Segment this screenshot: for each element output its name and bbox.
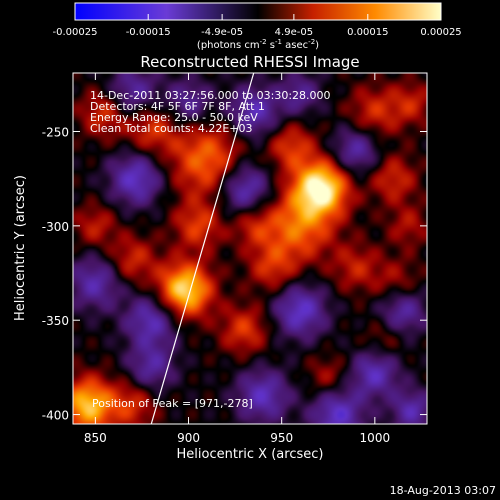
annotation-block: 14-Dec-2011 03:27:56.000 to 03:30:28.000… [90,89,331,135]
x-tick-label: 900 [177,431,200,445]
colorbar-units: (photons cm-2 s-1 asec-2) [197,38,319,51]
heatmap-image [73,73,427,424]
annotation-clean: Clean Total counts: 4.22E+03 [90,122,253,135]
colorbar-tick-label: -0.00025 [53,27,98,38]
y-axis-label: Heliocentric Y (arcsec) [13,175,28,321]
colorbar-tick-label: 0.00025 [420,27,461,38]
colorbar-tick-label: -0.00015 [126,27,171,38]
colorbar-ticks: -0.00025 -0.00015 -4.9e-05 4.9e-05 0.00015 0.… [53,14,462,38]
x-tick-label: 950 [270,431,293,445]
plot-frame [72,72,428,425]
chart-title: Reconstructed RHESSI Image [140,53,359,71]
y-tick-label: -350 [42,314,69,328]
x-axis-label: Heliocentric X (arcsec) [177,447,324,462]
y-tick-label: -250 [42,126,69,140]
colorbar-tick-label: 4.9e-05 [275,27,313,38]
annotation-detectors: Detectors: 4F 5F 6F 7F 8F, Att 1 [90,100,265,113]
solar-limb-line [150,73,255,424]
annotation-energy: Energy Range: 25.0 - 50.0 keV [90,111,258,124]
y-axis: -400 -350 -300 -250 [42,126,427,423]
annotation-time: 14-Dec-2011 03:27:56.000 to 03:30:28.000 [90,89,331,102]
x-tick-label: 1000 [360,431,391,445]
y-tick-label: -400 [42,409,69,423]
footer-date: 18-Aug-2013 03:07 [390,484,496,497]
peak-position-label: Position of Peak = [971,-278] [92,397,253,410]
x-axis: 850 900 950 1000 [84,73,390,445]
colorbar-tick-label: 0.00015 [347,27,388,38]
colorbar [74,2,442,21]
x-tick-label: 850 [84,431,107,445]
y-tick-label: -300 [42,220,69,234]
colorbar-tick-label: -4.9e-05 [201,27,243,38]
